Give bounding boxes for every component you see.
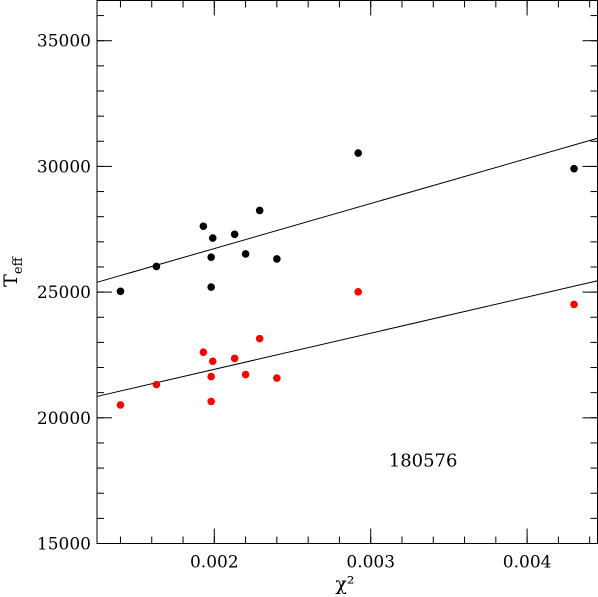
y-axis-title: Teff: [0, 255, 26, 286]
data-point-series-1: [354, 288, 362, 296]
data-point-series-0: [570, 164, 578, 173]
x-tick-label: 0.004: [503, 553, 552, 573]
data-point-series-1: [152, 380, 161, 389]
y-axis-title-main: T: [0, 274, 22, 287]
data-point-series-1: [241, 370, 250, 379]
data-point-series-1: [230, 354, 239, 363]
y-tick-label: 20000: [37, 409, 91, 429]
data-point-series-1: [207, 397, 215, 406]
data-points: [116, 149, 578, 409]
tick-labels: 0.002 0.003 0.004 15000 20000 25000 30000 35000: [37, 32, 552, 573]
data-point-series-1: [255, 334, 264, 343]
plot-frame: [96, 0, 598, 544]
y-tick-label: 25000: [37, 283, 91, 303]
data-point-series-1: [116, 401, 125, 409]
y-tick-label: 30000: [37, 157, 91, 177]
data-point-series-1: [273, 374, 281, 382]
fit-lines: [96, 137, 598, 397]
fit-line-0: [96, 137, 598, 283]
axis-ticks: [97, 0, 598, 544]
data-point-series-0: [152, 262, 161, 271]
data-point-series-0: [230, 230, 239, 239]
data-point-series-0: [116, 287, 125, 296]
data-point-series-0: [199, 222, 208, 231]
x-tick-label: 0.003: [346, 553, 395, 573]
data-point-series-0: [273, 255, 281, 263]
x-axis-title: χ²: [335, 573, 354, 595]
svg-text:Teff: Teff: [0, 255, 26, 286]
x-tick-label: 0.002: [190, 553, 239, 573]
y-tick-label: 15000: [37, 535, 91, 555]
annotation-label: 180576: [389, 451, 458, 472]
data-point-series-0: [208, 234, 217, 242]
data-point-series-0: [207, 283, 215, 291]
data-point-series-0: [241, 250, 250, 258]
data-point-series-1: [208, 357, 217, 366]
data-point-series-0: [207, 253, 215, 261]
data-point-series-1: [207, 372, 215, 381]
data-point-series-1: [199, 348, 208, 356]
y-axis-title-sub: eff: [11, 255, 26, 274]
data-point-series-1: [570, 300, 578, 309]
y-tick-label: 35000: [37, 32, 91, 52]
fit-line-1: [96, 280, 598, 397]
data-point-series-0: [354, 149, 362, 157]
data-point-series-0: [255, 206, 264, 215]
